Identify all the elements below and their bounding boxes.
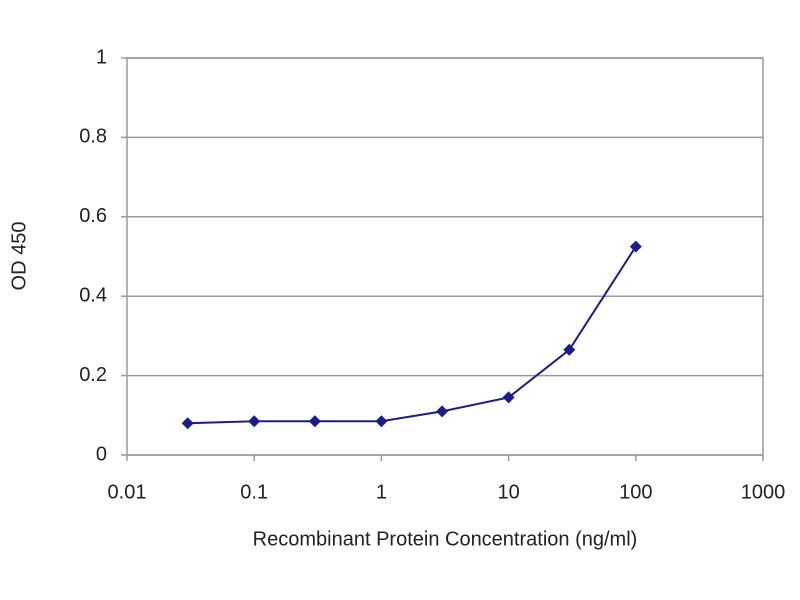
y-axis-label: OD 450	[8, 222, 30, 291]
data-point	[436, 405, 449, 418]
plot-frame	[126, 57, 764, 456]
data-point	[248, 415, 261, 428]
x-tick-label: 0.1	[240, 481, 268, 503]
data-point	[502, 391, 515, 404]
data-point	[563, 343, 576, 356]
y-tick-label: 0.6	[79, 205, 107, 227]
x-tick-label: 1	[376, 481, 387, 503]
y-tick-label: 0.2	[79, 364, 107, 386]
x-tick-label: 0.01	[108, 481, 147, 503]
x-tick-label: 10	[497, 481, 519, 503]
data-line	[187, 246, 637, 425]
x-tick-label: 100	[619, 481, 652, 503]
y-tick-label: 1	[96, 46, 107, 68]
x-tick-label: 1000	[741, 481, 786, 503]
data-point	[308, 415, 321, 428]
y-tick-label: 0.4	[79, 284, 107, 306]
data-point	[375, 415, 388, 428]
data-point	[629, 240, 642, 253]
y-tick-label: 0.8	[79, 126, 107, 148]
data-point	[181, 417, 194, 430]
y-tick-label: 0	[96, 443, 107, 465]
x-axis-label: Recombinant Protein Concentration (ng/ml…	[253, 528, 638, 550]
